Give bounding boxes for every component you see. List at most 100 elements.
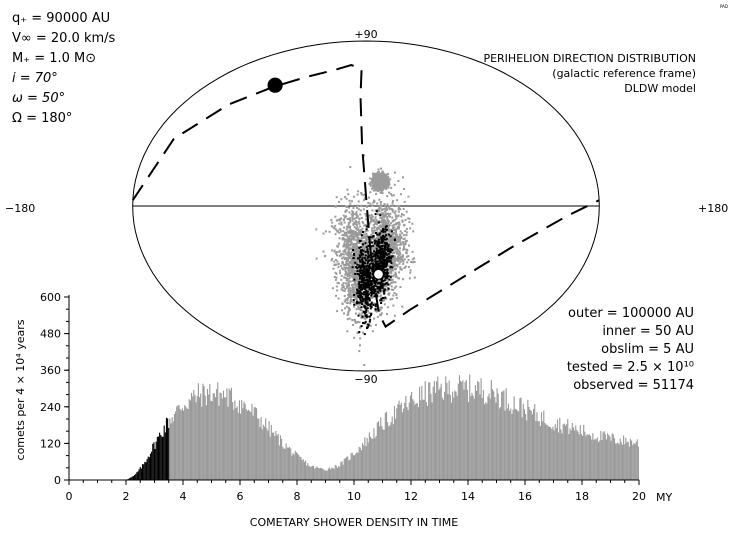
scatter-point xyxy=(352,267,355,270)
scatter-point xyxy=(386,234,389,237)
scatter-point xyxy=(386,246,389,249)
scatter-point xyxy=(390,228,393,231)
scatter-point xyxy=(390,272,393,275)
scatter-point xyxy=(407,258,410,261)
histogram-bar xyxy=(523,409,525,480)
histogram-bar xyxy=(628,446,630,480)
histogram-bar xyxy=(262,424,264,480)
scatter-point xyxy=(396,250,399,253)
scatter-point xyxy=(368,322,371,325)
scatter-point xyxy=(354,252,357,255)
histogram-bar xyxy=(323,469,325,480)
histogram-bar xyxy=(263,426,266,480)
scatter-point xyxy=(357,208,360,211)
scatter-point xyxy=(338,200,340,203)
scatter-point xyxy=(388,182,390,185)
histogram-bar xyxy=(426,406,429,480)
scatter-point xyxy=(355,312,357,315)
scatter-point xyxy=(406,248,409,251)
scatter-point xyxy=(404,265,407,268)
scatter-point xyxy=(347,263,349,266)
scatter-point xyxy=(356,282,359,285)
scatter-point xyxy=(388,206,391,209)
scatter-point xyxy=(350,260,353,263)
scatter-point xyxy=(372,302,375,305)
scatter-point xyxy=(340,267,343,270)
histogram-bar xyxy=(633,443,635,480)
scatter-point xyxy=(362,236,365,239)
scatter-point xyxy=(360,275,362,278)
scatter-point xyxy=(352,274,355,277)
scatter-point xyxy=(376,233,379,236)
scatter-point xyxy=(345,279,348,282)
scatter-point xyxy=(343,295,346,297)
scatter-point xyxy=(347,218,350,221)
scatter-point xyxy=(369,264,372,266)
histogram-bar xyxy=(478,382,480,480)
scatter-point xyxy=(350,213,353,216)
scatter-point xyxy=(387,293,390,296)
scatter-point xyxy=(361,292,364,295)
histogram-bar xyxy=(361,442,364,480)
histogram-bar xyxy=(503,390,505,480)
scatter-point xyxy=(359,344,361,347)
scatter-point xyxy=(381,212,384,215)
scatter-point xyxy=(386,283,389,286)
scatter-point xyxy=(356,239,359,242)
scatter-point xyxy=(346,239,349,242)
histogram-bar xyxy=(267,430,269,480)
scatter-point xyxy=(371,241,373,244)
scatter-point xyxy=(379,260,382,263)
scatter-point xyxy=(387,239,390,242)
histogram-bar xyxy=(184,405,186,480)
scatter-point xyxy=(335,252,338,255)
histogram-bar xyxy=(432,386,434,480)
histogram-bar xyxy=(522,403,524,480)
scatter-point xyxy=(354,295,357,298)
scatter-point xyxy=(353,271,356,274)
scatter-point xyxy=(386,277,389,280)
histogram-bar xyxy=(165,417,168,480)
y-tick-label: 120 xyxy=(40,437,61,450)
histogram-bar xyxy=(295,452,297,480)
scatter-point xyxy=(390,244,393,246)
scatter-point xyxy=(363,277,366,280)
scatter-point xyxy=(394,210,397,213)
scatter-point xyxy=(368,279,371,282)
histogram-bar xyxy=(452,391,454,480)
scatter-point xyxy=(386,306,389,309)
scatter-point xyxy=(340,288,343,291)
histogram-bar xyxy=(254,407,256,480)
scatter-point xyxy=(373,302,376,305)
scatter-point xyxy=(385,234,388,237)
histogram-bar xyxy=(615,443,617,480)
scatter-point xyxy=(337,282,340,285)
scatter-point xyxy=(381,263,384,266)
scatter-point xyxy=(370,274,373,277)
scatter-point xyxy=(346,235,349,238)
x-axis-title: COMETARY SHOWER DENSITY IN TIME xyxy=(250,516,458,529)
scatter-point xyxy=(375,182,378,185)
scatter-point xyxy=(345,301,348,304)
scatter-point xyxy=(350,255,353,258)
scatter-point xyxy=(388,241,391,244)
scatter-point xyxy=(347,246,350,249)
scatter-point xyxy=(357,296,360,299)
histogram-bar xyxy=(493,391,495,480)
scatter-point xyxy=(356,236,359,239)
scatter-point xyxy=(358,254,361,257)
scatter-point xyxy=(350,236,353,239)
scatter-point xyxy=(378,186,381,189)
scatter-point xyxy=(374,257,377,260)
scatter-point xyxy=(393,291,396,294)
histogram-bar xyxy=(583,424,585,480)
scatter-point xyxy=(381,192,384,194)
scatter-point xyxy=(369,304,372,307)
histogram-bar xyxy=(180,410,182,480)
scatter-point xyxy=(393,314,396,317)
scatter-point xyxy=(396,199,399,202)
scatter-point xyxy=(354,302,357,305)
histogram-bar xyxy=(438,389,440,480)
scatter-point xyxy=(380,233,382,236)
scatter-point xyxy=(390,278,393,281)
